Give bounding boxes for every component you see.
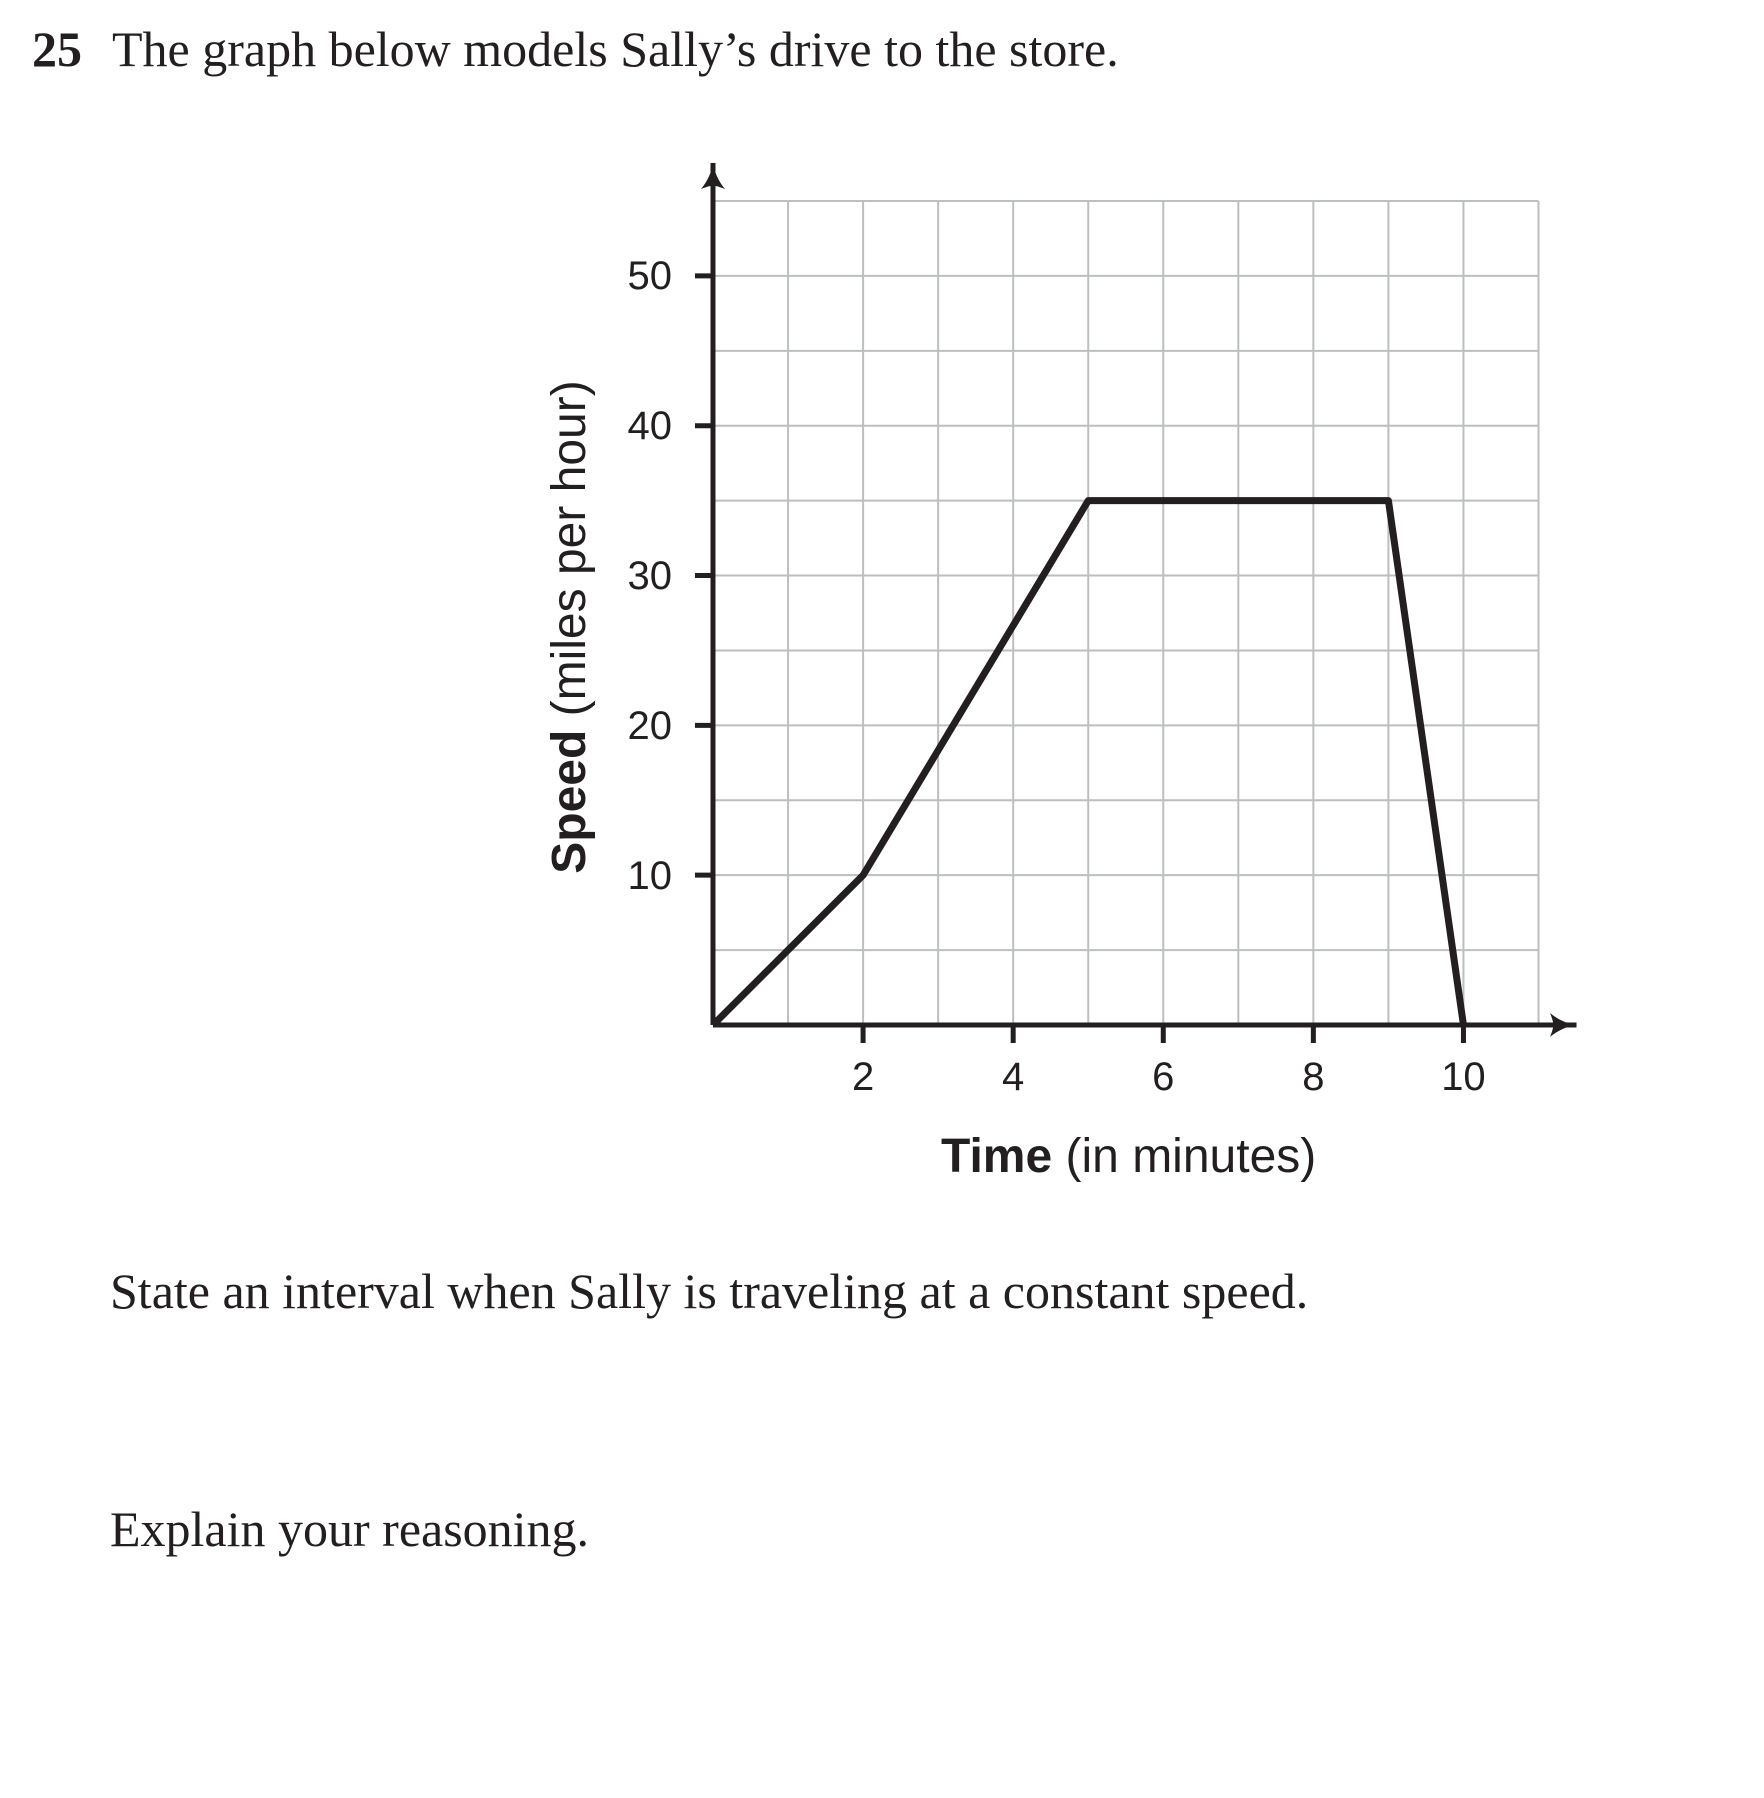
svg-text:10: 10	[1441, 1055, 1486, 1099]
svg-text:2: 2	[852, 1055, 874, 1099]
svg-text:6: 6	[1152, 1055, 1174, 1099]
svg-text:20: 20	[628, 704, 673, 748]
svg-text:30: 30	[628, 554, 673, 598]
svg-text:8: 8	[1302, 1055, 1324, 1099]
svg-text:4: 4	[1002, 1055, 1024, 1099]
svg-text:10: 10	[628, 854, 673, 898]
svg-text:40: 40	[628, 404, 673, 448]
svg-text:50: 50	[628, 254, 673, 298]
svg-text:Speed (miles per hour): Speed (miles per hour)	[543, 380, 596, 873]
svg-text:Time (in minutes): Time (in minutes)	[941, 1130, 1316, 1183]
